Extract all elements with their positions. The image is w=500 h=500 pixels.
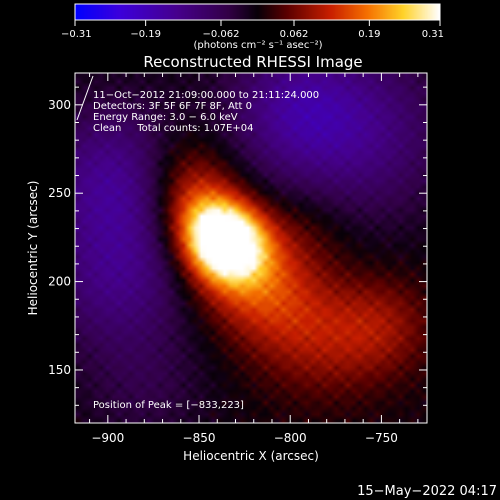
colorbar-tick-label: 0.31 <box>422 29 444 40</box>
x-axis: −900 −850 −800 −750 <box>89 73 419 445</box>
plot-frame <box>74 72 428 424</box>
heatmap-image <box>75 73 427 423</box>
annotation-peak-position: Position of Peak = [−833,223] <box>93 400 244 411</box>
colorbar-ticks: −0.31 −0.19 −0.062 0.062 0.19 0.31 <box>61 20 444 40</box>
y-tick-label: 250 <box>48 186 71 200</box>
y-tick-label: 150 <box>48 363 71 377</box>
x-tick-label: −900 <box>91 431 124 445</box>
limb-arc <box>76 75 94 121</box>
colorbar-tick-label: 0.19 <box>358 29 380 40</box>
annotation-energy-range: Energy Range: 3.0 − 6.0 keV <box>93 112 238 123</box>
colorbar <box>75 4 440 20</box>
x-tick-label: −800 <box>274 431 307 445</box>
footer-timestamp: 15−May−2022 04:17 <box>357 484 497 499</box>
colorbar-frame <box>74 3 441 21</box>
colorbar-tick-label: −0.19 <box>130 29 161 40</box>
x-tick-label: −750 <box>365 431 398 445</box>
chart-title: Reconstructed RHESSI Image <box>143 53 362 71</box>
annotation-time-range: 11−Oct−2012 21:09:00.000 to 21:11:24.000 <box>93 90 319 101</box>
colorbar-tick-label: −0.31 <box>61 29 92 40</box>
y-axis-label: Heliocentric Y (arcsec) <box>26 181 40 316</box>
annotation-detectors: Detectors: 3F 5F 6F 7F 8F, Att 0 <box>93 101 252 112</box>
y-tick-label: 300 <box>48 98 71 112</box>
y-tick-label: 200 <box>48 275 71 289</box>
x-axis-label: Heliocentric X (arcsec) <box>183 449 319 463</box>
colorbar-tick-label: 0.062 <box>280 29 309 40</box>
x-tick-label: −850 <box>183 431 216 445</box>
colorbar-tick-label: −0.062 <box>202 29 239 40</box>
annotation-clean-counts: Clean Total counts: 1.07E+04 <box>93 123 253 134</box>
y-axis: 150 200 250 300 <box>48 86 427 406</box>
colorbar-unit-label: (photons cm⁻² s⁻¹ asec⁻²) <box>193 40 322 51</box>
